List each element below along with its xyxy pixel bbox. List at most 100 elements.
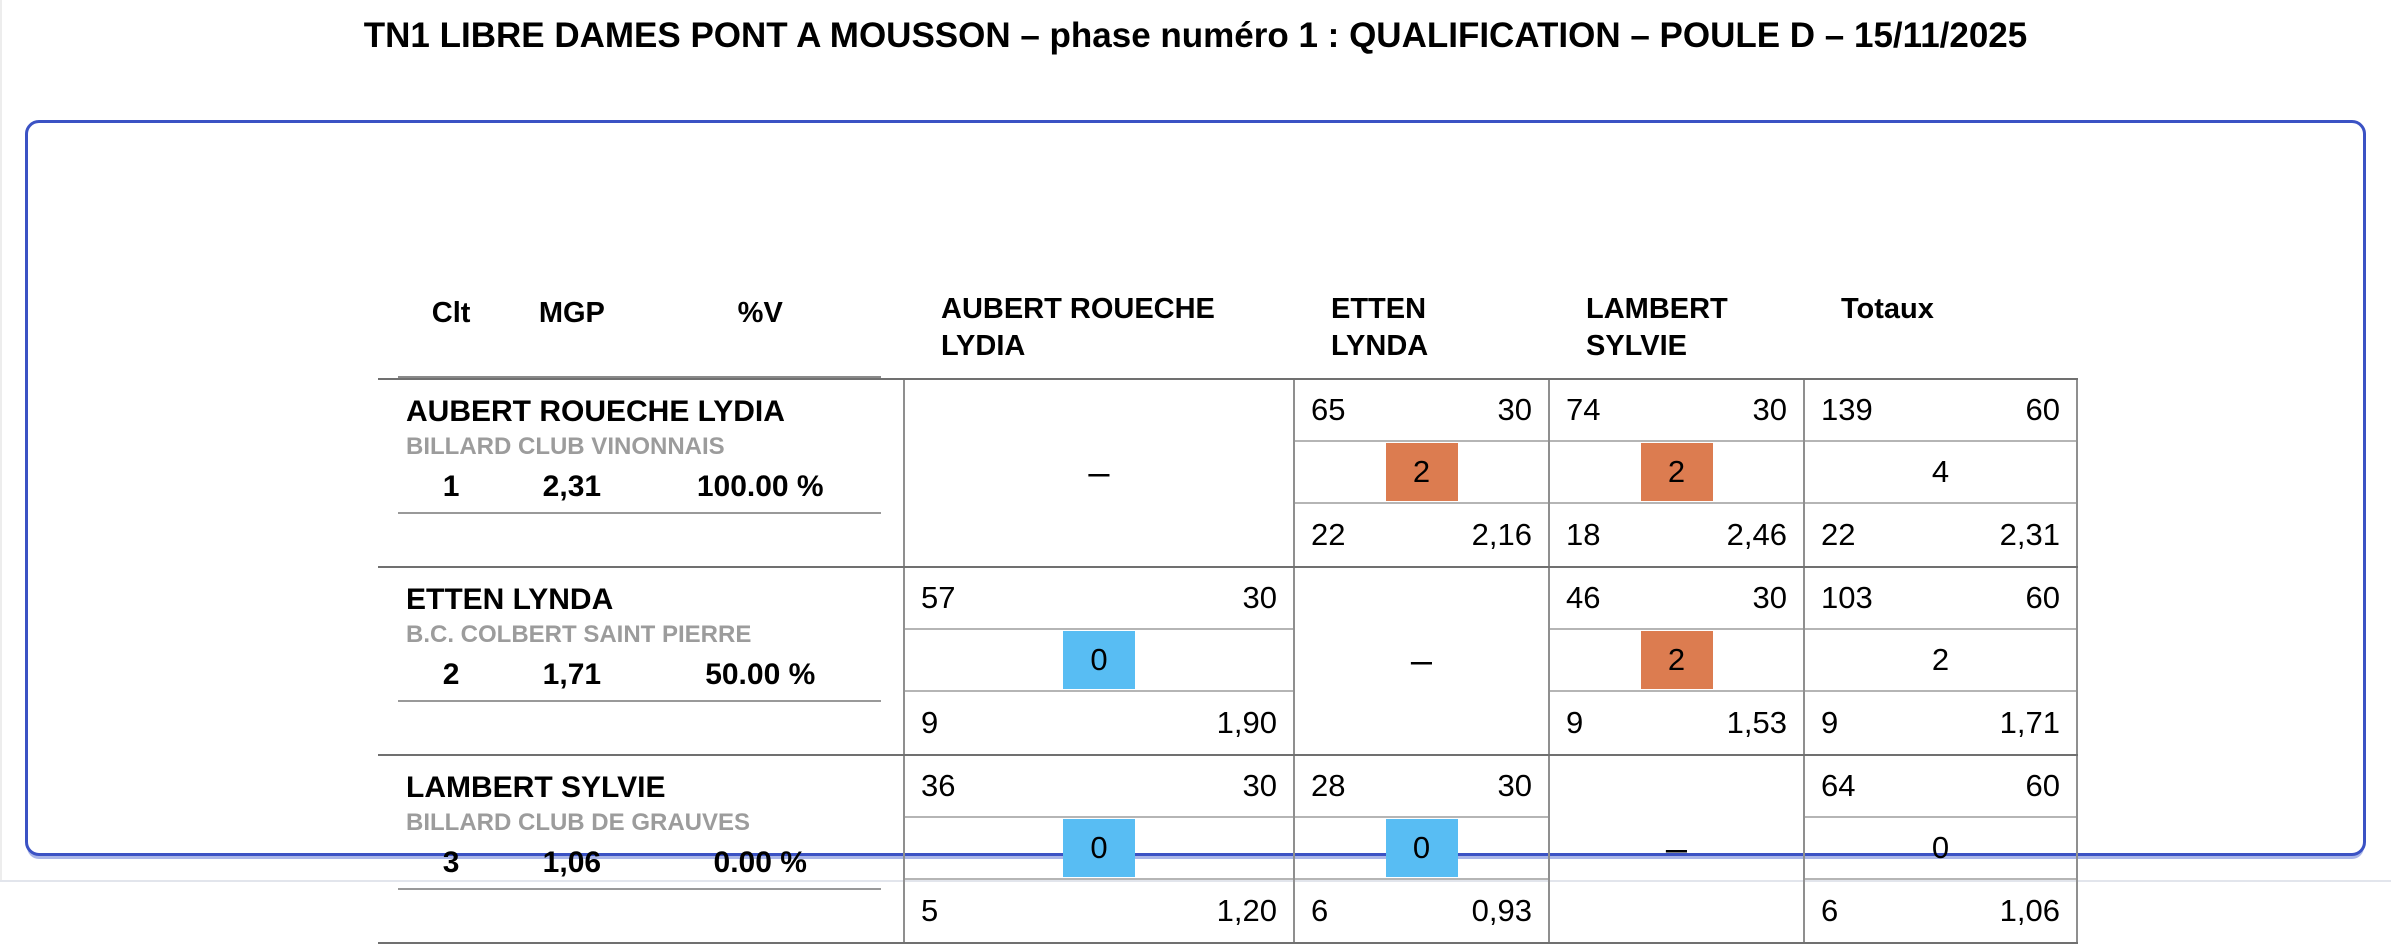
loss-points-badge: 0 bbox=[1063, 631, 1135, 689]
win-points-badge: 2 bbox=[1385, 443, 1458, 501]
points-scored: 65 bbox=[1311, 392, 1346, 427]
column-header-totaux: Totaux bbox=[1803, 283, 2078, 378]
column-header-aubert-roueche-lydia: AUBERT ROUECHE LYDIA bbox=[903, 283, 1293, 378]
match-points-row: 2 bbox=[1550, 442, 1803, 504]
match-points-row: 4 bbox=[1805, 442, 2076, 504]
distance: 30 bbox=[1752, 392, 1787, 427]
innings: 5 bbox=[921, 893, 939, 928]
match-points-row: 2 bbox=[1295, 442, 1548, 504]
total-match-points: 4 bbox=[1931, 454, 1950, 489]
match-cell: 28 30 0 6 0,93 bbox=[1293, 756, 1548, 942]
match-points-row: 0 bbox=[905, 630, 1293, 692]
distance: 30 bbox=[1242, 768, 1277, 803]
innings: 18 bbox=[1566, 517, 1601, 552]
win-points-badge: 2 bbox=[1640, 443, 1713, 501]
column-header-label: LAMBERT SYLVIE bbox=[1586, 293, 1728, 362]
average: 1,53 bbox=[1726, 705, 1787, 740]
total-match-points: 0 bbox=[1931, 830, 1950, 865]
player-rank: 3 bbox=[442, 846, 460, 879]
loss-points-badge: 0 bbox=[1385, 819, 1458, 877]
table-row-etten-lynda: ETTEN LYNDA B.C. COLBERT SAINT PIERRE 2 1,7… bbox=[378, 566, 2078, 754]
player-name: ETTEN LYNDA bbox=[406, 583, 614, 616]
match-score-row: 36 30 bbox=[905, 756, 1293, 818]
self-match-cell: – bbox=[1548, 756, 1803, 942]
distance: 30 bbox=[1242, 580, 1277, 615]
distance: 30 bbox=[1752, 580, 1787, 615]
player-cell-lambert-sylvie: LAMBERT SYLVIE BILLARD CLUB DE GRAUVES 3 1,… bbox=[378, 756, 903, 942]
table-header-row: Clt MGP %V AUBERT ROUECHE LYDIA ETTEN LYN… bbox=[378, 283, 2078, 378]
totals-cell: 103 60 2 9 1,71 bbox=[1803, 568, 2078, 754]
self-match-cell: – bbox=[903, 380, 1293, 566]
innings: 9 bbox=[1566, 705, 1584, 740]
player-name: LAMBERT SYLVIE bbox=[406, 771, 666, 804]
match-average-row: 9 1,90 bbox=[905, 692, 1293, 754]
stats-header-clt: Clt bbox=[431, 297, 471, 329]
match-cell: 57 30 0 9 1,90 bbox=[903, 568, 1293, 754]
table-body: AUBERT ROUECHE LYDIA BILLARD CLUB VINONNA… bbox=[378, 378, 2078, 944]
match-points-row: 2 bbox=[1550, 630, 1803, 692]
player-mgp: 1,06 bbox=[542, 846, 602, 879]
no-match-dash: – bbox=[1088, 451, 1110, 494]
innings: 22 bbox=[1311, 517, 1346, 552]
player-win-pct: 50.00 % bbox=[705, 658, 816, 691]
innings: 6 bbox=[1821, 893, 1839, 928]
average: 1,90 bbox=[1216, 705, 1277, 740]
page-bottom-edge bbox=[0, 880, 2391, 882]
stats-header-mgp: MGP bbox=[538, 297, 605, 329]
player-stats: 3 1,06 0.00 % bbox=[398, 844, 881, 890]
match-score-row: 139 60 bbox=[1805, 380, 2076, 442]
innings: 9 bbox=[1821, 705, 1839, 740]
player-stats: 1 2,31 100.00 % bbox=[398, 468, 881, 514]
player-rank: 2 bbox=[442, 658, 460, 691]
no-match-dash: – bbox=[1665, 827, 1688, 870]
stats-header-pv: %V bbox=[737, 297, 783, 329]
points-scored: 139 bbox=[1821, 392, 1873, 427]
points-scored: 36 bbox=[921, 768, 956, 803]
match-cell: 36 30 0 5 1,20 bbox=[903, 756, 1293, 942]
average: 2,16 bbox=[1471, 517, 1532, 552]
stats-header: Clt MGP %V bbox=[398, 293, 881, 378]
match-average-row: 22 2,16 bbox=[1295, 504, 1548, 566]
win-points-badge: 2 bbox=[1640, 631, 1713, 689]
points-scored: 28 bbox=[1311, 768, 1346, 803]
innings: 9 bbox=[921, 705, 939, 740]
match-cell: 74 30 2 18 2,46 bbox=[1548, 380, 1803, 566]
match-score-row: 65 30 bbox=[1295, 380, 1548, 442]
match-points-row: 0 bbox=[1295, 818, 1548, 880]
match-average-row: 22 2,31 bbox=[1805, 504, 2076, 566]
match-score-row: 46 30 bbox=[1550, 568, 1803, 630]
column-header-label: ETTEN LYNDA bbox=[1331, 293, 1429, 362]
innings: 22 bbox=[1821, 517, 1856, 552]
poule-table: Clt MGP %V AUBERT ROUECHE LYDIA ETTEN LYN… bbox=[378, 283, 2078, 944]
distance: 60 bbox=[2025, 768, 2060, 803]
points-scored: 57 bbox=[921, 580, 956, 615]
match-score-row: 28 30 bbox=[1295, 756, 1548, 818]
no-match-dash: – bbox=[1410, 639, 1433, 682]
page-title: TN1 LIBRE DAMES PONT A MOUSSON – phase n… bbox=[363, 16, 2028, 55]
distance: 60 bbox=[2025, 392, 2060, 427]
total-match-points: 2 bbox=[1931, 642, 1950, 677]
match-points-row: 2 bbox=[1805, 630, 2076, 692]
average: 1,71 bbox=[1999, 705, 2060, 740]
player-cell-aubert-roueche-lydia: AUBERT ROUECHE LYDIA BILLARD CLUB VINONNA… bbox=[378, 380, 903, 566]
player-win-pct: 0.00 % bbox=[713, 846, 807, 879]
innings: 6 bbox=[1311, 893, 1329, 928]
player-cell-etten-lynda: ETTEN LYNDA B.C. COLBERT SAINT PIERRE 2 1,7… bbox=[378, 568, 903, 754]
player-club: B.C. COLBERT SAINT PIERRE bbox=[406, 621, 752, 648]
average: 1,06 bbox=[1999, 893, 2060, 928]
player-mgp: 1,71 bbox=[542, 658, 602, 691]
points-scored: 74 bbox=[1566, 392, 1601, 427]
player-club: BILLARD CLUB VINONNAIS bbox=[406, 433, 725, 460]
match-average-row: 6 1,06 bbox=[1805, 880, 2076, 942]
points-scored: 103 bbox=[1821, 580, 1873, 615]
player-stats: 2 1,71 50.00 % bbox=[398, 656, 881, 702]
match-cell: 65 30 2 22 2,16 bbox=[1293, 380, 1548, 566]
player-club: BILLARD CLUB DE GRAUVES bbox=[406, 809, 751, 836]
average: 0,93 bbox=[1471, 893, 1532, 928]
player-rank: 1 bbox=[442, 470, 460, 503]
loss-points-badge: 0 bbox=[1063, 819, 1135, 877]
table-row-lambert-sylvie: LAMBERT SYLVIE BILLARD CLUB DE GRAUVES 3 1,… bbox=[378, 754, 2078, 942]
match-points-row: 0 bbox=[1805, 818, 2076, 880]
column-header-label: AUBERT ROUECHE LYDIA bbox=[941, 293, 1215, 362]
